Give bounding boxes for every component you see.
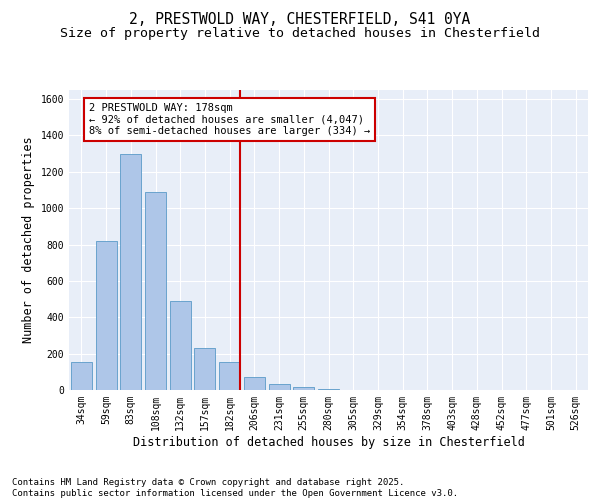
Bar <box>95 241 116 390</box>
Bar <box>293 388 314 390</box>
Bar <box>194 348 215 390</box>
Bar <box>145 192 166 390</box>
Bar <box>120 154 141 390</box>
Bar <box>71 362 92 390</box>
Text: Size of property relative to detached houses in Chesterfield: Size of property relative to detached ho… <box>60 28 540 40</box>
Bar <box>244 378 265 390</box>
Bar <box>219 362 240 390</box>
X-axis label: Distribution of detached houses by size in Chesterfield: Distribution of detached houses by size … <box>133 436 524 448</box>
Bar <box>318 389 339 390</box>
Y-axis label: Number of detached properties: Number of detached properties <box>22 136 35 344</box>
Bar <box>269 384 290 390</box>
Text: 2 PRESTWOLD WAY: 178sqm
← 92% of detached houses are smaller (4,047)
8% of semi-: 2 PRESTWOLD WAY: 178sqm ← 92% of detache… <box>89 102 370 136</box>
Text: 2, PRESTWOLD WAY, CHESTERFIELD, S41 0YA: 2, PRESTWOLD WAY, CHESTERFIELD, S41 0YA <box>130 12 470 28</box>
Bar <box>170 301 191 390</box>
Text: Contains HM Land Registry data © Crown copyright and database right 2025.
Contai: Contains HM Land Registry data © Crown c… <box>12 478 458 498</box>
